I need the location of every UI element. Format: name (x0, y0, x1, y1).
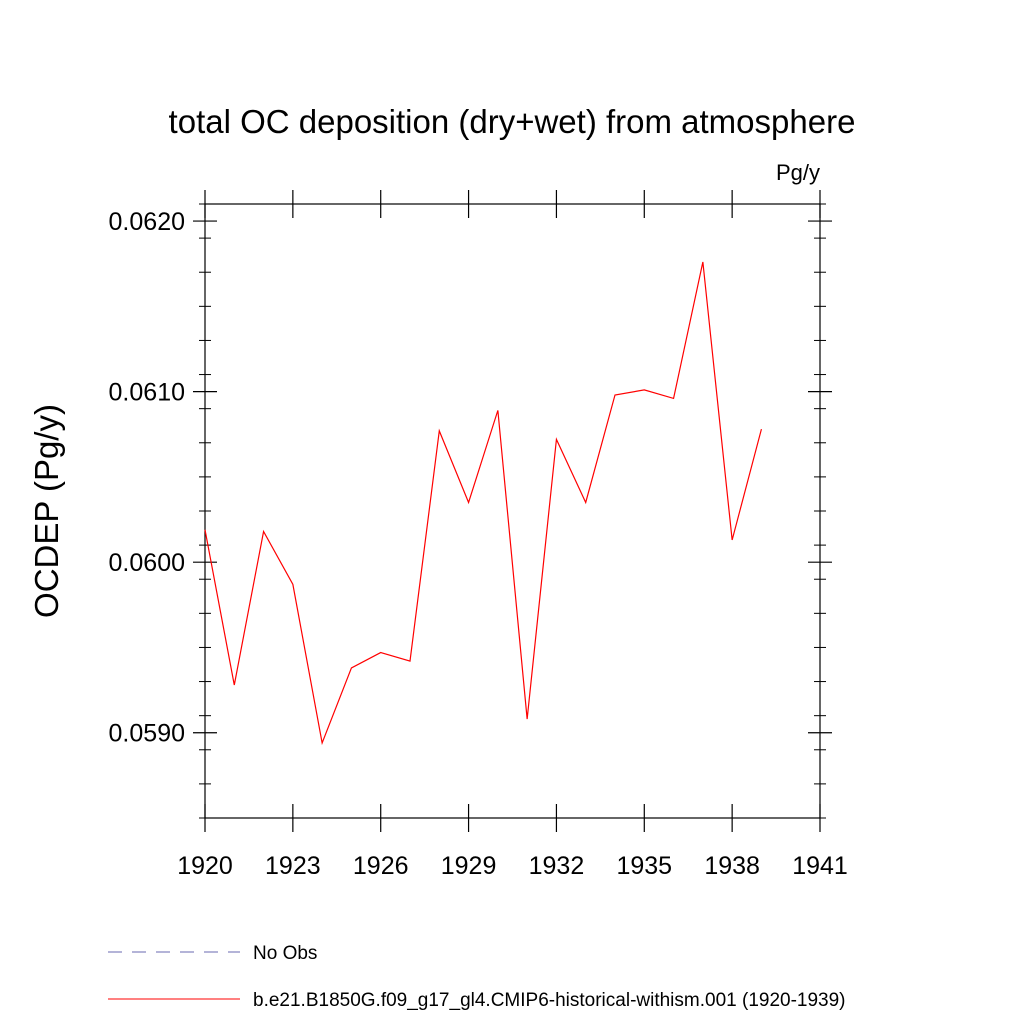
y-axis: 0.0590 0.0600 0.0610 0.0620 (109, 203, 832, 819)
plot-frame (204, 203, 821, 819)
y-axis-label: OCDEP (Pg/y) (28, 404, 65, 618)
x-axis: 1920 1923 1926 1929 1932 1935 1938 1941 (177, 190, 848, 880)
y-tick-label: 0.0610 (109, 379, 185, 407)
x-tick-label: 1926 (353, 852, 409, 880)
x-tick-label: 1929 (441, 852, 497, 880)
x-tick-label: 1932 (529, 852, 585, 880)
x-tick-label: 1920 (177, 852, 233, 880)
y-tick-label: 0.0590 (109, 720, 185, 748)
legend-label-1: b.e21.B1850G.f09_g17_gl4.CMIP6-historica… (253, 990, 846, 1011)
x-tick-label: 1923 (265, 852, 321, 880)
series-layer (204, 261, 763, 746)
legend-label-0: No Obs (253, 943, 317, 964)
x-tick-label: 1935 (616, 852, 672, 880)
y-tick-label: 0.0620 (109, 208, 185, 236)
chart-title: total OC deposition (dry+wet) from atmos… (169, 103, 856, 140)
units-label: Pg/y (776, 160, 820, 185)
y-tick-label: 0.0600 (109, 549, 185, 577)
legend: No Obs b.e21.B1850G.f09_g17_gl4.CMIP6-his… (108, 943, 846, 1011)
series-line-1 (204, 261, 763, 746)
x-tick-label: 1941 (792, 852, 848, 880)
x-tick-label: 1938 (704, 852, 760, 880)
